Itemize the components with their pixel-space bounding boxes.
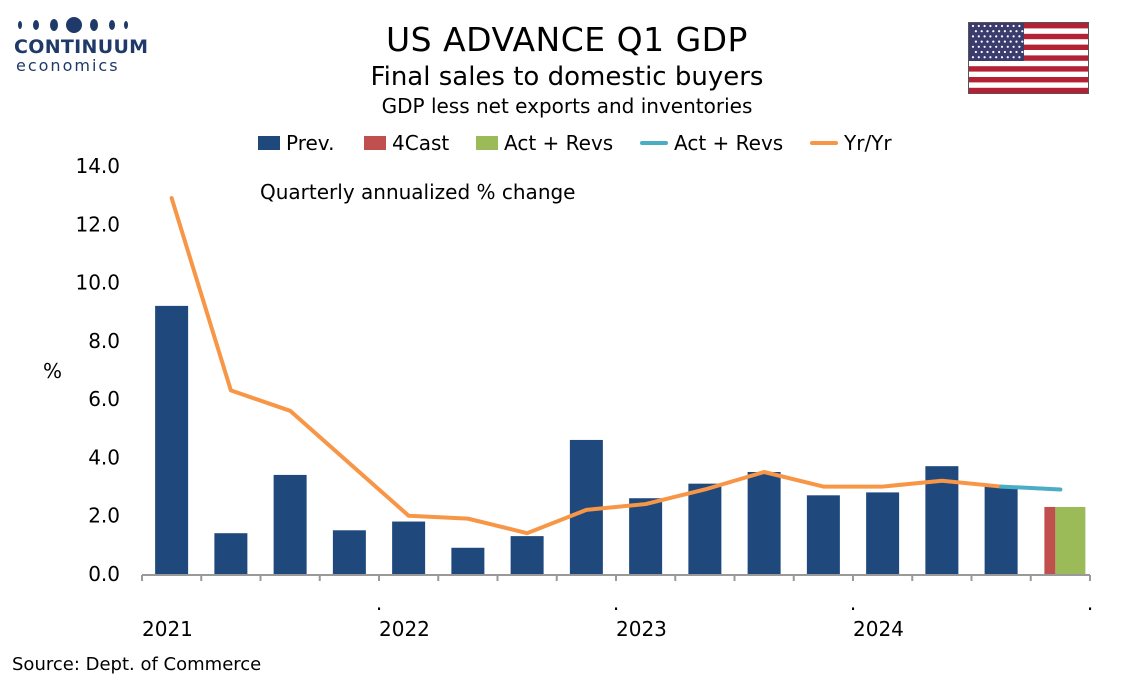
chart-subtitle: Final sales to domestic buyers [370,62,764,92]
bar-prev [214,533,248,574]
y-axis-label: % [43,359,63,383]
chart-title: US ADVANCE Q1 GDP [386,20,748,59]
legend-4cast-label: 4Cast [392,131,450,155]
us-flag-icon [968,22,1089,94]
bar-prev [510,536,544,574]
bar-prev [747,472,781,574]
x-tick-label: . [850,591,856,615]
legend-act-revs-line-label: Act + Revs [674,131,784,155]
bar-prev [688,483,722,574]
x-tick-label: . [1087,591,1093,615]
y-tick-label: 8.0 [88,329,120,353]
bar-prev [155,305,189,574]
bar-prev [984,486,1018,574]
line-act-revs [999,484,1063,492]
y-tick-label: 6.0 [88,387,120,411]
legend-act-revs-line-swatch [640,141,668,145]
x-tick-label: 2021 [142,617,193,641]
chart-annotation: Quarterly annualized % change [260,180,576,204]
y-tick-label: 2.0 [88,504,120,528]
y-tick-label: 0.0 [88,562,120,586]
bar-act-revs [1055,506,1086,574]
y-tick-label: 4.0 [88,445,120,469]
bar-prev [451,547,485,574]
source-note: Source: Dept. of Commerce [12,654,262,675]
bar-prev [273,474,307,574]
x-tick-label: 2024 [853,617,904,641]
bar-prev [925,466,959,574]
bar-prev [866,492,900,574]
legend-yoy-label: Yr/Yr [844,131,892,155]
legend-prev-label: Prev. [286,131,335,155]
logo-tagline: economics [16,56,120,75]
bar-prev [392,521,426,574]
y-tick-label: 12.0 [75,212,120,236]
logo-name: CONTINUUM [14,36,149,58]
legend-prev-swatch [258,136,280,150]
legend-yoy-swatch [810,141,838,145]
x-tick-label: . [376,591,382,615]
x-tick-label: . [613,591,619,615]
x-tick-label: 2023 [616,617,667,641]
bar-prev [806,495,840,574]
legend-act-revs-bar-swatch [476,136,498,150]
bar-prev [629,498,663,574]
y-tick-label: 14.0 [75,154,120,178]
legend-4cast-swatch [364,136,386,150]
y-tick-label: 10.0 [75,271,120,295]
legend-act-revs-bar-label: Act + Revs [504,131,614,155]
chart-subtitle-2: GDP less net exports and inventories [381,94,753,118]
bar-4cast [1044,506,1056,574]
line-yr-yr [169,196,1004,536]
bar-prev [332,530,366,574]
x-tick-label: 2022 [379,617,430,641]
logo-dots-icon [18,17,128,33]
